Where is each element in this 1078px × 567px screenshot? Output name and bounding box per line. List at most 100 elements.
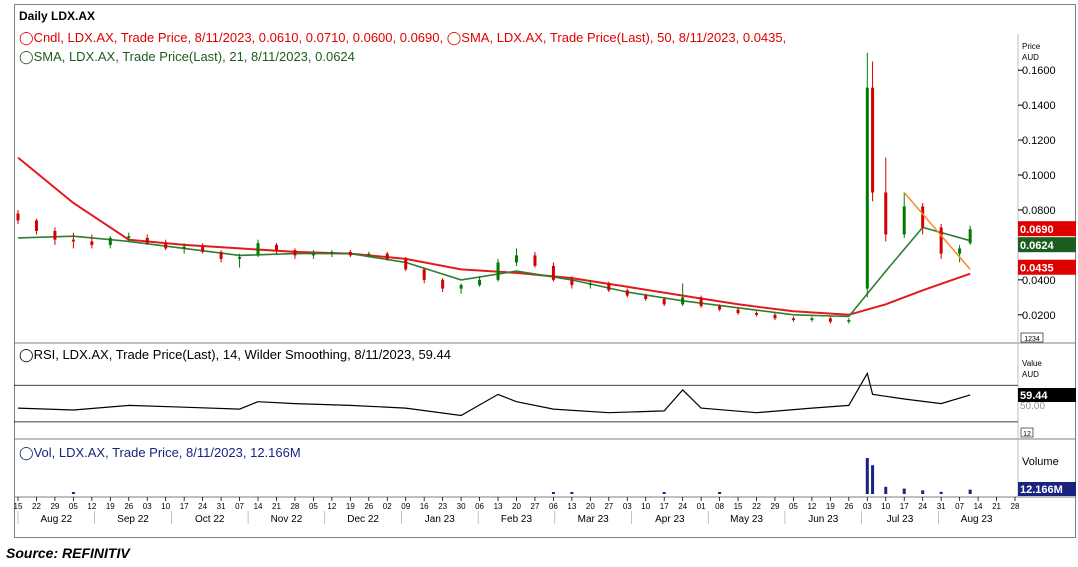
candle-body	[968, 229, 972, 244]
rsi-line	[17, 371, 971, 417]
x-day-label: 22	[752, 502, 761, 511]
x-month-label: May 23	[730, 514, 763, 525]
legend-marker-rsi: ◯	[19, 347, 34, 362]
price-axis-unit-currency: AUD	[1022, 53, 1039, 62]
price-tick-label: 0.1400	[1022, 100, 1056, 112]
candle-body	[219, 251, 223, 259]
candle-body	[367, 253, 371, 256]
candle-body	[164, 243, 168, 249]
x-day-label: 31	[217, 502, 226, 511]
candle-body	[625, 290, 629, 296]
candle-body	[607, 283, 611, 291]
x-day-label: 19	[106, 502, 115, 511]
x-day-label: 27	[531, 502, 540, 511]
rsi-tick-label: 50.00	[1020, 401, 1045, 412]
x-day-label: 13	[494, 502, 503, 511]
candle-body	[127, 236, 131, 238]
rsi-axis-unit: Value	[1022, 359, 1042, 368]
volume-bar	[939, 491, 943, 494]
volume-bar	[718, 492, 722, 494]
candle-body	[958, 248, 962, 254]
volume-bar	[921, 490, 925, 494]
price-tick-label: 0.0800	[1022, 205, 1056, 217]
x-day-label: 22	[32, 502, 41, 511]
x-day-label: 10	[161, 502, 170, 511]
candle-body	[496, 262, 500, 280]
x-day-label: 12	[807, 502, 816, 511]
trend-line	[903, 192, 971, 270]
price-tick-label: 0.1600	[1022, 65, 1056, 77]
candle-body	[736, 309, 740, 314]
x-day-label: 10	[641, 502, 650, 511]
x-day-label: 24	[198, 502, 207, 511]
legend-marker-vol: ◯	[19, 445, 34, 460]
candle-body	[422, 269, 426, 280]
x-day-label: 20	[586, 502, 595, 511]
badge-vol: 12.166M	[1020, 484, 1063, 496]
x-day-label: 05	[789, 502, 798, 511]
x-day-label: 19	[826, 502, 835, 511]
x-day-label: 17	[180, 502, 189, 511]
chart-frame	[14, 4, 1076, 538]
candle-body	[810, 318, 814, 321]
candle-body	[274, 244, 278, 251]
badge-rsi: 59.44	[1020, 390, 1048, 402]
candle-body	[108, 237, 112, 245]
price-tick-label: 0.0200	[1022, 310, 1056, 322]
x-day-label: 24	[918, 502, 927, 511]
x-day-label: 07	[235, 502, 244, 511]
x-day-label: 23	[438, 502, 447, 511]
legend-marker-candle: ◯	[19, 30, 34, 45]
legend-marker-sma21: ◯	[19, 49, 34, 64]
candle-body	[53, 230, 57, 240]
x-month-label: Apr 23	[655, 514, 685, 525]
x-day-label: 13	[567, 502, 576, 511]
candle-body	[718, 306, 722, 310]
candle-body	[311, 253, 315, 256]
candle-body	[939, 227, 943, 254]
source-note: Source: REFINITIV	[6, 545, 130, 561]
candle-body	[515, 255, 518, 263]
legend-sma21-text: SMA, LDX.AX, Trade Price(Last), 21, 8/11…	[33, 49, 355, 64]
candle-body	[871, 87, 875, 193]
candle-body	[884, 192, 888, 235]
badge-sma21: 0.0624	[1020, 240, 1055, 252]
candle-body	[773, 314, 777, 319]
candle-body	[921, 206, 925, 228]
badge-sma50-box	[1018, 259, 1076, 275]
price-axis-unit: Price	[1022, 42, 1041, 51]
rsi-scale-label: 12	[1023, 431, 1031, 438]
candle-body	[34, 220, 38, 231]
x-day-label: 06	[475, 502, 484, 511]
volume-axis-unit: Volume	[1022, 456, 1059, 468]
candle-body	[145, 237, 149, 244]
x-day-label: 21	[272, 502, 281, 511]
x-day-label: 07	[955, 502, 964, 511]
candle-body	[16, 213, 20, 221]
x-day-label: 14	[974, 502, 983, 511]
x-day-label: 26	[844, 502, 853, 511]
x-day-label: 26	[124, 502, 133, 511]
candle-body	[201, 246, 205, 252]
badge-sma50: 0.0435	[1020, 263, 1054, 275]
volume-bar	[551, 492, 555, 494]
badge-close: 0.0690	[1020, 224, 1054, 236]
x-month-label: Aug 23	[961, 514, 993, 525]
rsi-axis-unit-currency: AUD	[1022, 370, 1039, 379]
chart-title: Daily LDX.AX	[19, 9, 96, 23]
x-month-label: Dec 22	[347, 514, 379, 525]
volume-bar	[662, 492, 666, 494]
legend-vol-text: Vol, LDX.AX, Trade Price, 8/11/2023, 12.…	[33, 445, 301, 460]
volume-bar	[71, 492, 75, 494]
volume-bar	[570, 492, 574, 494]
x-day-label: 10	[881, 502, 890, 511]
x-month-label: Jul 23	[887, 514, 914, 525]
price-tick-label: 0.1200	[1022, 135, 1056, 147]
legend-candle: ◯Cndl, LDX.AX, Trade Price, 8/11/2023, 0…	[19, 30, 786, 46]
candle-body	[348, 251, 352, 256]
candle-body	[570, 279, 574, 286]
x-month-label: Nov 22	[271, 514, 303, 525]
x-day-label: 03	[863, 502, 872, 511]
x-day-label: 29	[50, 502, 59, 511]
